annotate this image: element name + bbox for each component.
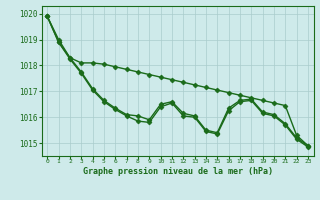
X-axis label: Graphe pression niveau de la mer (hPa): Graphe pression niveau de la mer (hPa) (83, 167, 273, 176)
